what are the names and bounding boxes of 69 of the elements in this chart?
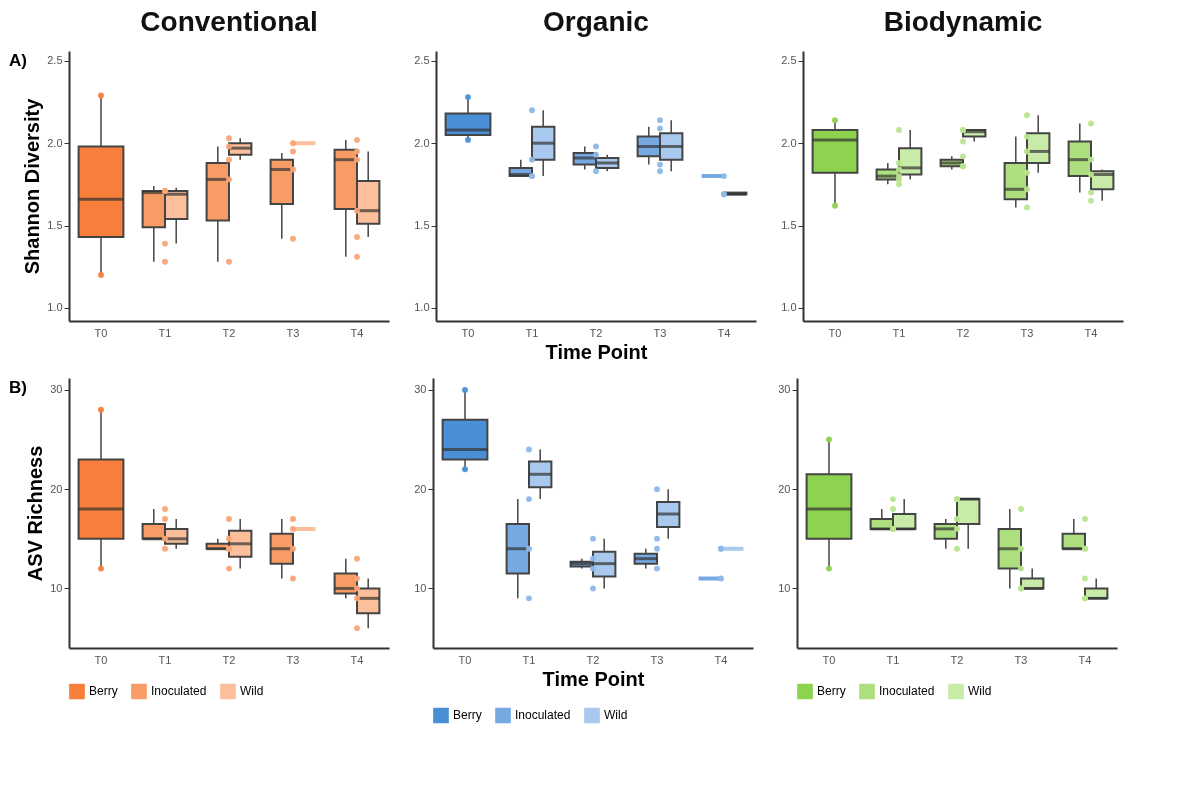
y-tick-label: 30 [414, 383, 427, 396]
x-tick-label: T2 [589, 326, 603, 339]
x-tick-label: T1 [525, 326, 539, 339]
x-tick-label: T0 [461, 326, 475, 339]
x-tick-label: T4 [714, 653, 728, 666]
legend-label: Inoculated [515, 708, 571, 723]
x-tick-label: T1 [892, 326, 906, 339]
legend-label: Wild [604, 708, 628, 723]
text: A) [9, 51, 27, 70]
x-tick-label: T4 [350, 326, 364, 339]
x-tick-label: T3 [1014, 653, 1028, 666]
x-tick-label: T2 [956, 326, 970, 339]
legend-label: Inoculated [151, 684, 207, 699]
y-tick-label: 10 [778, 581, 791, 594]
x-tick-label: T2 [950, 653, 964, 666]
x-tick-label: T1 [886, 653, 900, 666]
x-tick-label: T0 [822, 653, 836, 666]
chart-title: Organic [543, 6, 649, 37]
text: B) [9, 378, 27, 397]
legend-label: Wild [240, 684, 264, 699]
y-tick-label: 20 [50, 482, 63, 495]
x-tick-label: T1 [158, 326, 172, 339]
legend-label: Wild [968, 684, 992, 699]
x-tick-label: T0 [458, 653, 472, 666]
legend-label: Inoculated [879, 684, 935, 699]
x-axis-title: Time Point [542, 667, 645, 690]
x-tick-label: T2 [222, 326, 236, 339]
y-tick-label: 1.5 [414, 219, 430, 232]
y-axis-title: Shannon Diversity [21, 97, 44, 275]
y-tick-label: 10 [414, 581, 427, 594]
y-tick-label: 2.0 [414, 136, 430, 149]
x-tick-label: T3 [650, 653, 664, 666]
y-tick-label: 20 [778, 482, 791, 495]
x-tick-label: T0 [94, 326, 108, 339]
y-tick-label: 30 [50, 383, 63, 396]
x-tick-label: T3 [286, 326, 300, 339]
y-tick-label: 1.5 [781, 219, 797, 232]
y-tick-label: 2.0 [781, 136, 797, 149]
x-tick-label: T4 [717, 326, 731, 339]
x-tick-label: T2 [222, 653, 236, 666]
x-tick-label: T4 [1084, 326, 1098, 339]
x-tick-label: T2 [586, 653, 600, 666]
x-axis-title: Time Point [545, 340, 648, 363]
y-tick-label: 10 [50, 581, 63, 594]
legend-label: Berry [817, 684, 846, 699]
y-tick-label: 1.5 [47, 219, 63, 232]
chart-title: Conventional [140, 6, 318, 37]
legend-label: Berry [89, 684, 118, 699]
x-tick-label: T0 [828, 326, 842, 339]
y-tick-label: 20 [414, 482, 427, 495]
x-tick-label: T3 [1020, 326, 1034, 339]
x-tick-label: T1 [158, 653, 172, 666]
y-axis-title: ASV Richness [24, 445, 47, 582]
y-tick-label: 2.0 [47, 136, 63, 149]
y-tick-label: 30 [778, 383, 791, 396]
x-tick-label: T1 [522, 653, 536, 666]
y-tick-label: 2.5 [414, 54, 430, 67]
x-tick-label: T0 [94, 653, 108, 666]
x-tick-label: T4 [350, 653, 364, 666]
y-tick-label: 2.5 [47, 54, 63, 67]
y-tick-label: 1.0 [414, 301, 430, 314]
x-tick-label: T4 [1078, 653, 1092, 666]
y-tick-label: 1.0 [47, 301, 63, 314]
x-tick-label: T3 [286, 653, 300, 666]
y-tick-label: 2.5 [781, 54, 797, 67]
y-tick-label: 1.0 [781, 301, 797, 314]
chart-title: Biodynamic [883, 6, 1043, 37]
legend-label: Berry [453, 708, 482, 723]
x-tick-label: T3 [653, 326, 667, 339]
